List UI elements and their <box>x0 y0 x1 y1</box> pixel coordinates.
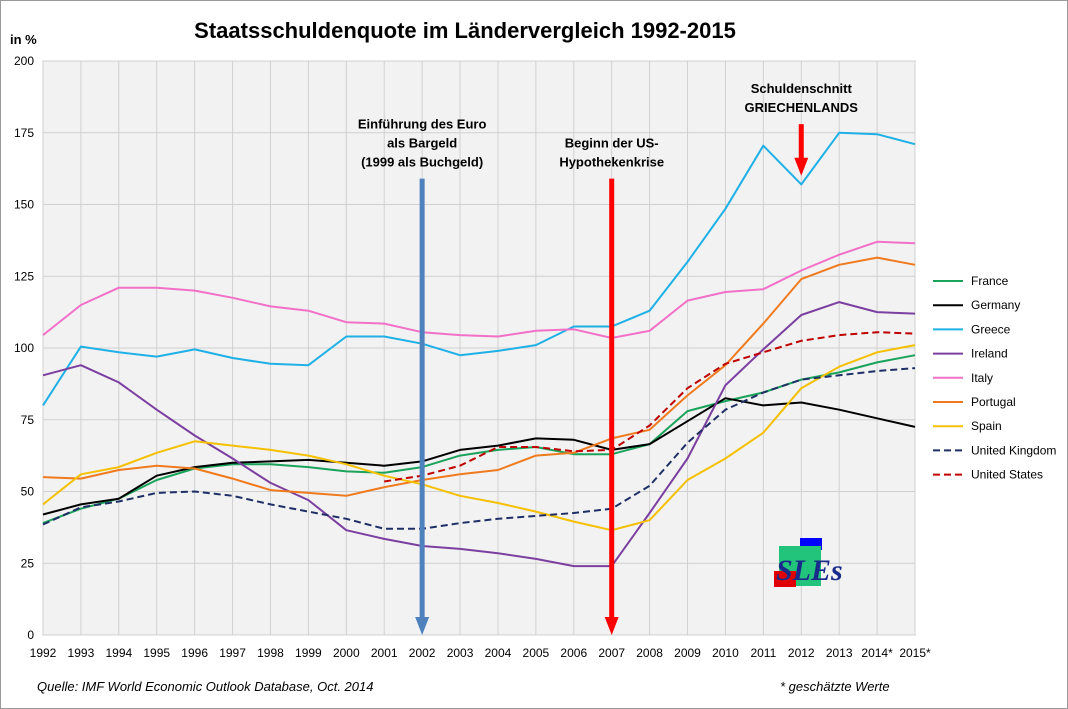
x-tick-label: 2001 <box>371 646 398 660</box>
y-tick-label: 200 <box>14 54 34 68</box>
x-tick-label: 2015* <box>899 646 931 660</box>
x-tick-label: 1999 <box>295 646 322 660</box>
grid <box>42 60 916 636</box>
x-tick-label: 2005 <box>523 646 550 660</box>
x-tick-label: 2011 <box>750 646 776 660</box>
x-tick-label: 1997 <box>219 646 246 660</box>
x-tick-label: 2007 <box>598 646 625 660</box>
legend-label-italy: Italy <box>971 371 993 385</box>
y-tick-label: 175 <box>14 126 34 140</box>
annotation-text: (1999 als Buchgeld) <box>361 155 483 170</box>
chart-title: Staatsschuldenquote im Ländervergleich 1… <box>194 18 736 43</box>
y-tick-label: 75 <box>21 413 35 427</box>
series-line-united-states <box>384 331 916 483</box>
annotation-text: Beginn der US- <box>565 136 659 151</box>
legend-label-germany: Germany <box>971 298 1020 312</box>
x-tick-label: 2000 <box>333 646 360 660</box>
y-tick-label: 100 <box>14 341 34 355</box>
x-tick-label: 2009 <box>674 646 701 660</box>
annotation-text: als Bargeld <box>387 136 457 151</box>
y-axis-unit-label: in % <box>10 32 37 47</box>
annotations: Einführung des Euro als Bargeld (1999 als … <box>358 81 858 635</box>
legend-label-portugal: Portugal <box>971 395 1016 409</box>
annotation-text: Hypothekenkrise <box>559 155 664 170</box>
legend-label-france: France <box>971 274 1009 288</box>
sles-logo: SLEs <box>774 538 843 587</box>
y-tick-label: 25 <box>21 556 35 570</box>
logo-red-block <box>774 571 796 587</box>
x-tick-label: 1993 <box>68 646 95 660</box>
series-line-spain <box>42 344 916 532</box>
annotation-text: Schuldenschnitt <box>751 81 853 96</box>
logo-text: SLEs <box>776 554 843 587</box>
source-note: Quelle: IMF World Economic Outlook Datab… <box>37 679 373 694</box>
legend-label-united-kingdom: United Kingdom <box>971 443 1056 457</box>
x-tick-label: 2010 <box>712 646 739 660</box>
series-line-portugal <box>42 256 916 497</box>
legend-label-united-states: United States <box>971 468 1043 482</box>
annotation-text: GRIECHENLANDS <box>745 100 859 115</box>
annotation-arrowhead-2007 <box>604 617 619 635</box>
legend: France Germany Greece Ireland Italy Portugal S… <box>933 274 1056 482</box>
x-tick-label: 2012 <box>788 646 815 660</box>
x-tick-label: 1996 <box>181 646 208 660</box>
x-tick-label: 1992 <box>30 646 57 660</box>
annotation-arrowhead-2002 <box>415 617 430 635</box>
x-tick-label: 1998 <box>257 646 284 660</box>
series-line-france <box>42 354 916 525</box>
legend-label-ireland: Ireland <box>971 347 1008 361</box>
x-tick-label: 2008 <box>636 646 663 660</box>
y-tick-label: 0 <box>27 628 34 642</box>
x-tick-label: 2006 <box>560 646 587 660</box>
x-tick-label: 1995 <box>143 646 170 660</box>
x-tick-label: 2013 <box>826 646 853 660</box>
x-tick-label: 2014* <box>861 646 893 660</box>
x-tick-label: 1994 <box>105 646 132 660</box>
annotation-text: Einführung des Euro <box>358 117 487 132</box>
annotation-arrowhead-2012 <box>794 157 809 176</box>
series-line-ireland <box>42 301 916 568</box>
axes: 0 25 50 75 100 125 150 175 200 1992 1993 1994 1995 19… <box>14 54 931 660</box>
x-tick-label: 2004 <box>485 646 512 660</box>
y-tick-label: 50 <box>21 485 35 499</box>
series-lines <box>42 131 916 568</box>
series-line-italy <box>42 240 916 339</box>
x-tick-label: 2003 <box>447 646 474 660</box>
y-tick-label: 125 <box>14 269 34 283</box>
legend-label-spain: Spain <box>971 419 1002 433</box>
series-line-greece <box>42 131 916 406</box>
x-tick-label: 2002 <box>409 646 436 660</box>
legend-label-greece: Greece <box>971 322 1011 336</box>
series-line-united-kingdom <box>42 367 916 530</box>
y-tick-label: 150 <box>14 198 34 212</box>
estimate-note: * geschätzte Werte <box>780 679 890 694</box>
